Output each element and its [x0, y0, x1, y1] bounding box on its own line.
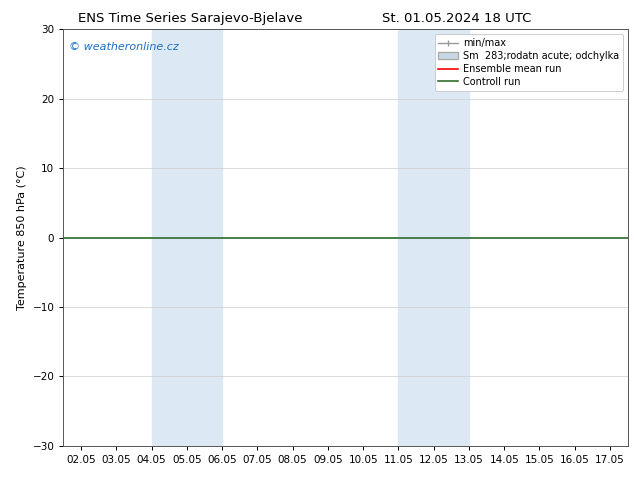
Bar: [152, 29, 222, 446]
Bar: [398, 29, 469, 446]
Y-axis label: Temperature 850 hPa (°C): Temperature 850 hPa (°C): [17, 165, 27, 310]
Text: St. 01.05.2024 18 UTC: St. 01.05.2024 18 UTC: [382, 12, 531, 25]
Text: ENS Time Series Sarajevo-Bjelave: ENS Time Series Sarajevo-Bjelave: [78, 12, 302, 25]
Legend: min/max, Sm  283;rodatn acute; odchylka, Ensemble mean run, Controll run: min/max, Sm 283;rodatn acute; odchylka, …: [434, 34, 623, 91]
Text: © weatheronline.cz: © weatheronline.cz: [69, 42, 179, 52]
